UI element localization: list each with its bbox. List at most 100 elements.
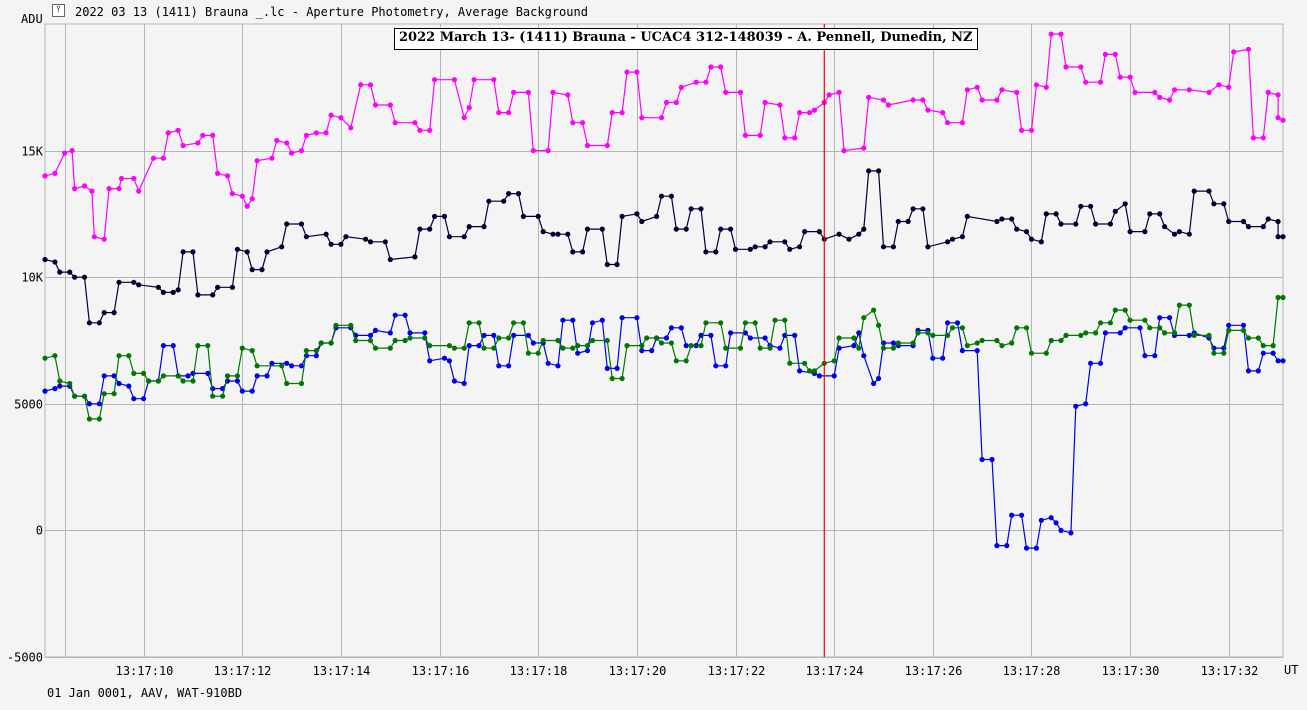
data-point bbox=[160, 289, 166, 295]
data-point bbox=[1211, 350, 1217, 356]
data-point bbox=[688, 206, 694, 212]
data-point bbox=[826, 92, 832, 98]
data-point bbox=[1221, 350, 1227, 356]
data-point bbox=[866, 94, 872, 100]
data-point bbox=[1033, 82, 1039, 88]
plot-frame bbox=[44, 23, 1284, 658]
data-point bbox=[427, 343, 433, 349]
series-4 bbox=[42, 294, 1286, 422]
data-point bbox=[298, 221, 305, 227]
y-tick-label: 0 bbox=[36, 524, 43, 538]
data-point bbox=[175, 287, 181, 293]
data-point bbox=[1162, 224, 1168, 230]
data-point bbox=[1186, 87, 1192, 93]
data-point bbox=[723, 89, 729, 95]
data-point bbox=[506, 363, 512, 369]
footer-info: 01 Jan 0001, AAV, WAT-910BD bbox=[47, 686, 243, 700]
data-point bbox=[658, 193, 665, 199]
data-point bbox=[318, 340, 324, 346]
data-point bbox=[131, 279, 137, 285]
data-point bbox=[782, 317, 788, 323]
x-tick-label: 13:17:18 bbox=[510, 664, 568, 678]
data-point bbox=[762, 244, 768, 250]
data-point bbox=[604, 365, 610, 371]
data-point bbox=[649, 348, 655, 354]
data-point bbox=[72, 274, 78, 280]
data-point bbox=[81, 183, 88, 189]
data-point bbox=[836, 335, 842, 341]
data-point bbox=[1186, 302, 1192, 308]
data-point bbox=[777, 102, 783, 108]
data-point bbox=[506, 191, 512, 197]
data-point bbox=[249, 267, 255, 273]
data-point bbox=[422, 335, 428, 341]
data-point bbox=[303, 132, 309, 138]
data-point bbox=[1088, 360, 1094, 366]
data-point bbox=[525, 332, 532, 338]
data-point bbox=[589, 320, 596, 326]
data-point bbox=[466, 343, 472, 349]
data-point bbox=[136, 188, 142, 194]
data-point bbox=[787, 360, 793, 366]
y-tick-label: 15K bbox=[21, 145, 43, 159]
data-point bbox=[224, 373, 231, 379]
data-point bbox=[1147, 325, 1153, 331]
lightcurve-icon[interactable]: ⫯ bbox=[52, 4, 65, 17]
data-point bbox=[175, 127, 181, 133]
data-point bbox=[289, 150, 295, 156]
data-point bbox=[945, 120, 951, 126]
data-point bbox=[880, 97, 887, 103]
data-point bbox=[560, 345, 566, 351]
data-point bbox=[1206, 332, 1212, 338]
data-point bbox=[1226, 218, 1232, 225]
data-point bbox=[1280, 234, 1286, 240]
data-point bbox=[234, 246, 240, 252]
data-point bbox=[1206, 89, 1212, 95]
data-point bbox=[1083, 401, 1089, 407]
x-axis-label: UT bbox=[1284, 663, 1299, 677]
data-point bbox=[244, 203, 250, 209]
data-point bbox=[81, 393, 88, 399]
data-point bbox=[747, 335, 753, 341]
data-point bbox=[372, 327, 379, 333]
data-point bbox=[382, 239, 388, 245]
data-point bbox=[1048, 31, 1054, 37]
data-point bbox=[831, 358, 837, 364]
data-point bbox=[619, 375, 625, 382]
data-point bbox=[150, 155, 157, 161]
data-point bbox=[1132, 89, 1138, 95]
data-point bbox=[160, 155, 166, 161]
data-point bbox=[979, 456, 985, 463]
data-point bbox=[1093, 330, 1099, 336]
data-point bbox=[841, 148, 847, 154]
data-point bbox=[698, 343, 704, 349]
data-point bbox=[510, 332, 517, 338]
data-point bbox=[1152, 353, 1158, 359]
data-point bbox=[254, 363, 260, 369]
data-point bbox=[910, 206, 916, 212]
data-point bbox=[284, 380, 290, 387]
data-point bbox=[1058, 337, 1064, 344]
data-point bbox=[831, 373, 837, 379]
data-point bbox=[880, 244, 887, 250]
data-point bbox=[945, 239, 951, 245]
data-point bbox=[313, 348, 319, 354]
data-point bbox=[1275, 115, 1281, 121]
data-point bbox=[165, 130, 171, 136]
data-point bbox=[155, 378, 161, 384]
data-point bbox=[501, 198, 507, 204]
data-point bbox=[1112, 51, 1118, 58]
data-point bbox=[1167, 315, 1173, 321]
data-point bbox=[703, 320, 709, 326]
data-point bbox=[81, 274, 88, 280]
y-tick-label: 10K bbox=[21, 271, 43, 285]
data-point bbox=[1206, 188, 1212, 194]
data-point bbox=[160, 343, 166, 349]
data-point bbox=[634, 315, 640, 321]
data-point bbox=[1023, 325, 1030, 331]
data-point bbox=[1043, 211, 1049, 217]
data-point bbox=[890, 340, 897, 346]
data-point bbox=[806, 368, 813, 374]
data-point bbox=[289, 363, 295, 369]
